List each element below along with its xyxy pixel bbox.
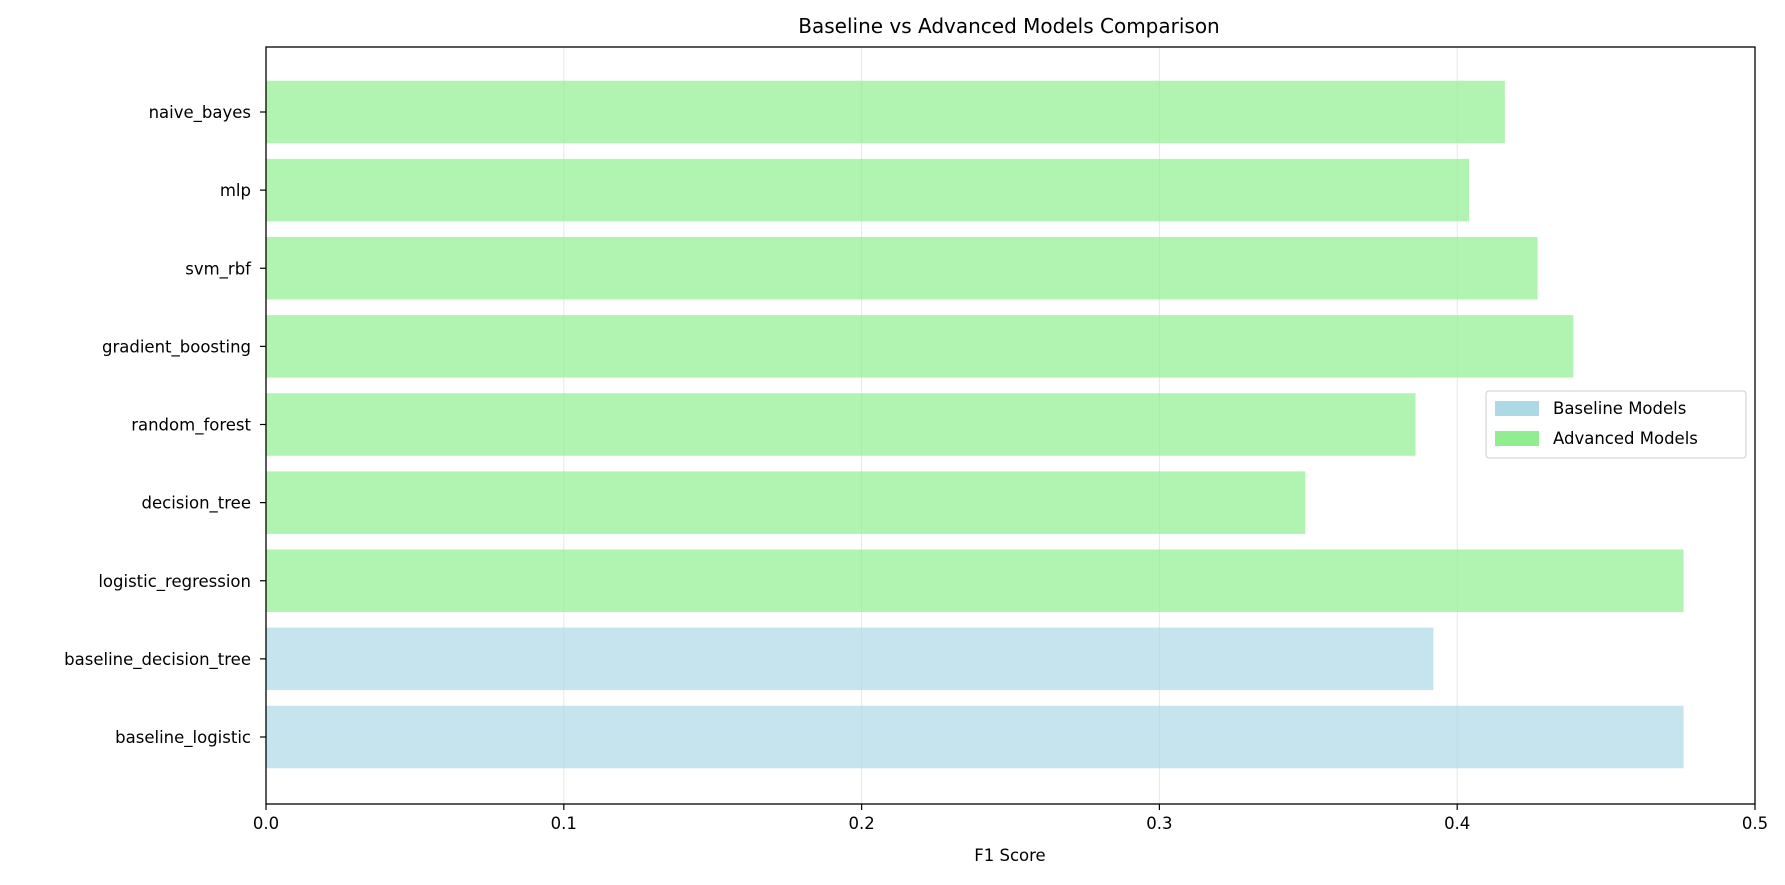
x-axis-ticks: 0.0 0.1 0.2 0.3 0.4 0.5	[253, 804, 1768, 833]
bar-decision_tree	[266, 471, 1306, 534]
bar-gradient_boosting	[266, 315, 1574, 378]
y-tick-label: logistic_regression	[98, 572, 251, 592]
legend: Baseline Models Advanced Models	[1485, 390, 1747, 459]
x-tick-label: 0.4	[1444, 814, 1470, 833]
y-axis-ticks: baseline_logistic baseline_decision_tree l…	[64, 103, 266, 748]
x-tick-label: 0.2	[848, 814, 874, 833]
y-tick-label: random_forest	[131, 416, 251, 436]
x-tick-label: 0.5	[1742, 814, 1768, 833]
bars	[266, 80, 1684, 769]
bar-naive_bayes	[266, 80, 1505, 144]
legend-label-advanced: Advanced Models	[1553, 429, 1698, 448]
y-tick-label: gradient_boosting	[102, 337, 251, 357]
chart-title: Baseline vs Advanced Models Comparison	[798, 14, 1219, 38]
y-tick-label: naive_bayes	[149, 103, 251, 123]
x-tick-label: 0.0	[253, 814, 279, 833]
legend-swatch-advanced	[1495, 431, 1539, 446]
y-tick-label: svm_rbf	[185, 259, 252, 279]
x-axis-label: F1 Score	[974, 846, 1045, 865]
plot-frame	[265, 46, 1756, 805]
bar-logistic_regression	[266, 549, 1684, 612]
x-tick-label: 0.1	[551, 814, 577, 833]
legend-frame	[1485, 390, 1747, 459]
legend-label-baseline: Baseline Models	[1553, 399, 1686, 418]
y-tick-label: decision_tree	[142, 494, 251, 514]
legend-swatch-baseline	[1495, 401, 1539, 416]
y-tick-label: baseline_logistic	[115, 728, 251, 748]
bar-baseline_logistic	[266, 705, 1684, 769]
bar-random_forest	[266, 393, 1416, 456]
bar-baseline_decision_tree	[266, 627, 1434, 691]
y-tick-label: baseline_decision_tree	[64, 650, 251, 670]
bar-svm_rbf	[266, 237, 1538, 300]
bar-mlp	[266, 158, 1470, 222]
x-tick-label: 0.3	[1146, 814, 1172, 833]
y-tick-label: mlp	[220, 181, 251, 200]
